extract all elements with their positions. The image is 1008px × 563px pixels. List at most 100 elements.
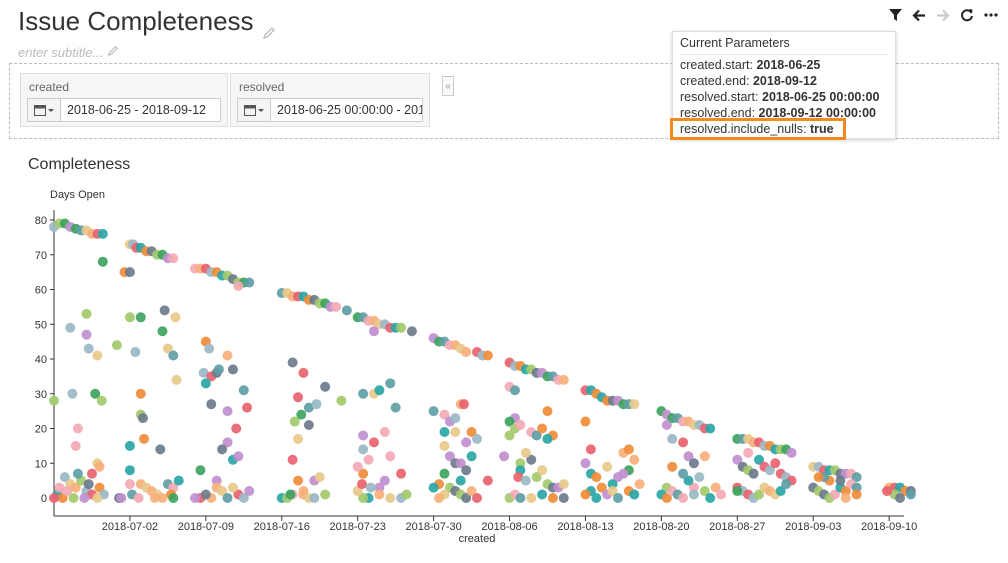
- data-point: [159, 305, 170, 316]
- data-point: [840, 493, 851, 503]
- created-calendar-dropdown[interactable]: [28, 99, 61, 121]
- data-point: [157, 326, 168, 337]
- data-point: [466, 486, 477, 497]
- data-point: [661, 420, 672, 431]
- resolved-calendar-dropdown[interactable]: [238, 99, 271, 121]
- data-point: [509, 385, 520, 396]
- y-tick-label: 80: [35, 215, 47, 227]
- data-point: [200, 378, 211, 389]
- data-point: [515, 420, 526, 431]
- data-point: [168, 350, 179, 361]
- data-point: [607, 479, 618, 490]
- forward-arrow-icon[interactable]: [936, 8, 950, 22]
- data-point: [222, 350, 233, 361]
- data-point: [613, 493, 623, 503]
- data-point: [298, 367, 309, 378]
- data-point: [716, 489, 727, 500]
- data-point: [70, 482, 81, 493]
- data-point: [580, 458, 591, 469]
- data-point: [683, 451, 694, 462]
- filter-icon[interactable]: [888, 8, 902, 22]
- data-point: [83, 343, 94, 354]
- param-created-start: created.start: 2018-06-25: [680, 58, 821, 72]
- data-point: [580, 416, 591, 427]
- data-point: [233, 451, 244, 462]
- data-point: [357, 479, 368, 490]
- y-tick-label: 20: [35, 424, 47, 436]
- resolved-filter-label: resolved: [239, 80, 285, 94]
- data-point: [358, 493, 369, 503]
- data-point: [661, 493, 672, 503]
- data-point: [406, 326, 417, 337]
- y-tick-label: 70: [35, 250, 47, 262]
- data-point: [629, 489, 640, 500]
- data-point: [379, 426, 390, 437]
- data-point: [537, 489, 548, 500]
- data-point: [537, 465, 548, 476]
- data-point: [623, 444, 634, 455]
- data-point: [732, 486, 743, 497]
- data-point: [222, 406, 233, 417]
- created-filter: created 2018-06-25 - 2018-09-12: [20, 73, 228, 127]
- data-point: [336, 395, 347, 406]
- data-point: [591, 493, 602, 503]
- data-point: [363, 454, 374, 465]
- x-tick-label: 2018-09-10: [861, 521, 917, 533]
- data-point: [813, 472, 824, 483]
- subtitle-placeholder: enter subtitle...: [18, 45, 104, 60]
- data-point: [667, 461, 678, 472]
- data-point: [198, 367, 209, 378]
- data-point: [238, 385, 249, 396]
- data-point: [829, 489, 840, 500]
- data-point: [531, 472, 542, 483]
- x-tick-label: 2018-09-03: [785, 521, 841, 533]
- data-point: [49, 395, 59, 406]
- data-point: [97, 228, 108, 239]
- data-point: [59, 472, 70, 483]
- data-point: [678, 493, 689, 503]
- data-point: [881, 486, 892, 497]
- data-point: [287, 454, 298, 465]
- data-point: [428, 406, 439, 417]
- data-point: [289, 416, 300, 427]
- data-point: [781, 479, 792, 490]
- data-point: [231, 423, 242, 434]
- filter-panel: created 2018-06-25 - 2018-09-12 resolved…: [9, 63, 999, 139]
- data-point: [895, 493, 905, 503]
- data-point: [81, 329, 92, 340]
- created-date-range-input[interactable]: 2018-06-25 - 2018-09-12: [27, 98, 221, 122]
- refresh-icon[interactable]: [960, 8, 974, 22]
- data-point: [358, 430, 369, 441]
- data-point: [285, 489, 296, 500]
- data-point: [352, 461, 363, 472]
- data-point: [155, 444, 166, 455]
- data-point: [320, 489, 331, 500]
- data-point: [396, 322, 407, 333]
- more-icon[interactable]: [984, 8, 998, 22]
- data-point: [705, 423, 716, 434]
- edit-title-pencil-icon[interactable]: [262, 16, 276, 40]
- data-point: [293, 475, 304, 486]
- data-point: [585, 444, 596, 455]
- data-point: [379, 475, 390, 486]
- data-point: [439, 409, 450, 420]
- data-point: [124, 479, 135, 490]
- data-point: [365, 482, 376, 493]
- data-point: [634, 479, 645, 490]
- data-point: [54, 482, 65, 493]
- data-point: [358, 388, 369, 399]
- data-point: [222, 437, 233, 448]
- data-point: [786, 447, 797, 458]
- resolved-filter: resolved 2018-06-25 00:00:00 - 2018-09-1…: [230, 73, 430, 127]
- resolved-date-range-input[interactable]: 2018-06-25 00:00:00 - 2018-09-12 00:00:0…: [237, 98, 423, 122]
- data-point: [72, 468, 83, 479]
- subtitle-input[interactable]: enter subtitle...: [18, 45, 119, 60]
- back-arrow-icon[interactable]: [912, 8, 926, 22]
- data-point: [173, 475, 184, 486]
- data-point: [309, 493, 320, 503]
- data-point: [217, 444, 228, 455]
- data-point: [699, 486, 710, 497]
- data-point: [293, 433, 304, 444]
- collapse-filters-button[interactable]: «: [442, 76, 454, 96]
- data-point: [537, 423, 548, 434]
